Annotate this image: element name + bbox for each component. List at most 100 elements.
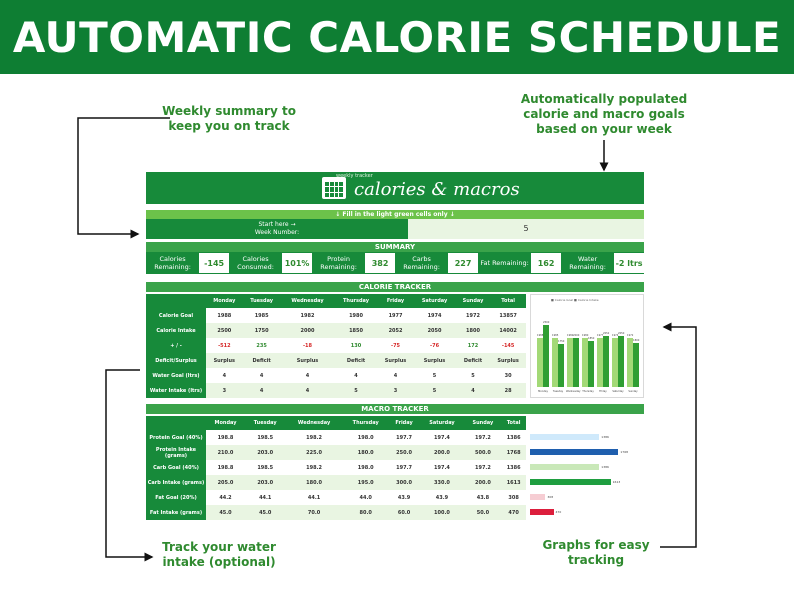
table-cell[interactable]: 500.0 (464, 445, 502, 460)
table-cell: 197.7 (396, 434, 412, 441)
table-row: Water Goal (ltrs) 4 4 4 4 4 5 5 30 (146, 368, 526, 383)
table-cell[interactable]: 250.0 (388, 445, 420, 460)
table-cell[interactable]: 80.0 (342, 505, 389, 520)
table-cell[interactable]: 70.0 (285, 505, 343, 520)
table-cell[interactable]: Surplus (280, 353, 335, 368)
table-cell[interactable]: 1750 (242, 323, 281, 338)
column-header: Thursday (342, 416, 389, 430)
table-cell: 197.4 (434, 464, 450, 471)
callout-weekly-summary: Weekly summary to keep you on track (162, 104, 296, 133)
table-cell: 1386 (506, 434, 521, 441)
table-cell[interactable]: 300.0 (388, 475, 420, 490)
column-header: Saturday (419, 416, 465, 430)
table-cell: 198.0 (357, 464, 374, 471)
table-row: Protein Goal (40%) 198.8 198.5 198.2 198.0 19… (146, 430, 526, 445)
table-cell: 4 (393, 372, 398, 379)
callout-graphs: Graphs for easy tracking (542, 538, 650, 567)
table-cell[interactable]: 180.0 (342, 445, 389, 460)
table-cell[interactable]: Surplus (490, 353, 526, 368)
summary-label: Calories Consumed: (237, 255, 274, 271)
week-row: Start here → Week Number: 5 (146, 219, 644, 239)
table-cell: 1386 (506, 464, 521, 471)
table-cell[interactable]: Deficit (334, 353, 378, 368)
table-cell[interactable]: 195.0 (342, 475, 389, 490)
table-cell: 44.1 (307, 494, 321, 501)
goal-bar-label: 1982 (567, 334, 574, 338)
table-cell: 197.4 (434, 434, 450, 441)
table-cell[interactable]: 4 (242, 383, 281, 398)
calorie-tracker-title: CALORIE TRACKER (146, 282, 644, 292)
summary-label: Protein Remaining: (320, 255, 357, 271)
sheet-header: weekly tracker calories & macros (146, 172, 644, 204)
table-cell[interactable]: 203.0 (245, 475, 286, 490)
table-cell[interactable]: 28 (490, 383, 526, 398)
row-label: Water Intake (ltrs) (146, 383, 206, 398)
table-cell[interactable]: 2000 (280, 323, 335, 338)
table-cell[interactable]: 2500 (206, 323, 243, 338)
table-cell[interactable]: Surplus (413, 353, 456, 368)
table-cell[interactable]: 14002 (490, 323, 526, 338)
chart-day-label: Thursday (582, 390, 594, 393)
table-cell: 198.2 (306, 464, 322, 471)
chart-day-label: Saturday (612, 390, 624, 393)
intake-bar (558, 343, 564, 387)
table-cell[interactable]: 45.0 (245, 505, 286, 520)
table-cell: 44.2 (219, 494, 232, 501)
table-cell: 43.9 (397, 494, 411, 501)
goal-bar-label: 1985 (552, 334, 559, 338)
table-row: Calorie Intake 2500 1750 2000 1850 2052 2050 18… (146, 323, 526, 338)
table-cell[interactable]: 1768 (501, 445, 526, 460)
macro-bar-label: 1768 (620, 450, 629, 454)
table-row: + / - -512 235 -18 130 -75 -76 172 -145 (146, 338, 526, 353)
table-cell[interactable]: 3 (206, 383, 243, 398)
week-label: Week Number: (254, 229, 300, 236)
chart-day-label: Wednesday (566, 390, 581, 393)
table-cell[interactable]: Surplus (206, 353, 243, 368)
table-cell[interactable]: 210.0 (206, 445, 245, 460)
table-cell: 172 (467, 342, 479, 349)
table-cell[interactable]: 4 (280, 383, 335, 398)
column-header: Friday (388, 416, 420, 430)
table-cell[interactable]: 5 (413, 383, 456, 398)
table-cell[interactable]: 50.0 (464, 505, 502, 520)
table-cell[interactable]: 3 (377, 383, 414, 398)
table-cell[interactable]: 1850 (334, 323, 378, 338)
table-cell[interactable]: 45.0 (206, 505, 245, 520)
table-cell[interactable]: 200.0 (419, 445, 465, 460)
table-cell[interactable]: 200.0 (464, 475, 502, 490)
table-cell[interactable]: Surplus (377, 353, 414, 368)
table-cell[interactable]: 180.0 (285, 475, 343, 490)
table-cell[interactable]: 225.0 (285, 445, 343, 460)
table-cell[interactable]: 1613 (501, 475, 526, 490)
row-label: Carb Intake (grams) (146, 475, 206, 490)
row-label: Water Goal (ltrs) (146, 368, 206, 383)
table-cell[interactable]: 5 (334, 383, 378, 398)
table-cell[interactable]: 4 (455, 383, 491, 398)
table-row: Fat Goal (20%) 44.2 44.1 44.1 44.0 43.9 43.9 43… (146, 490, 526, 505)
week-number-input[interactable]: 5 (408, 219, 644, 239)
intake-bar (588, 341, 594, 387)
row-label: Deficit/Surplus (146, 353, 206, 368)
table-cell[interactable]: 2052 (377, 323, 414, 338)
table-cell[interactable]: 205.0 (206, 475, 245, 490)
table-cell[interactable]: Deficit (242, 353, 281, 368)
table-cell[interactable]: 100.0 (419, 505, 465, 520)
table-cell[interactable]: 60.0 (388, 505, 420, 520)
summary-value: -145 (199, 253, 229, 273)
table-cell[interactable]: Deficit (455, 353, 491, 368)
table-cell[interactable]: 2050 (413, 323, 456, 338)
chart-day-label: Tuesday (552, 390, 564, 393)
table-cell[interactable]: 1800 (455, 323, 491, 338)
table-cell[interactable]: 330.0 (419, 475, 465, 490)
macro-bar-label: 1613 (612, 480, 621, 484)
table-cell[interactable]: 470 (501, 505, 526, 520)
row-label: Calorie Intake (146, 323, 206, 338)
table-cell: 197.2 (474, 464, 491, 471)
table-cell: 1988 (217, 312, 232, 319)
table-cell: 1974 (427, 312, 442, 319)
table-cell[interactable]: 203.0 (245, 445, 286, 460)
corner-header (146, 294, 206, 308)
table-cell: 198.5 (257, 464, 274, 471)
start-here: Start here → (258, 221, 296, 228)
table-row: Deficit/Surplus Surplus Deficit Surplus Defi… (146, 353, 526, 368)
